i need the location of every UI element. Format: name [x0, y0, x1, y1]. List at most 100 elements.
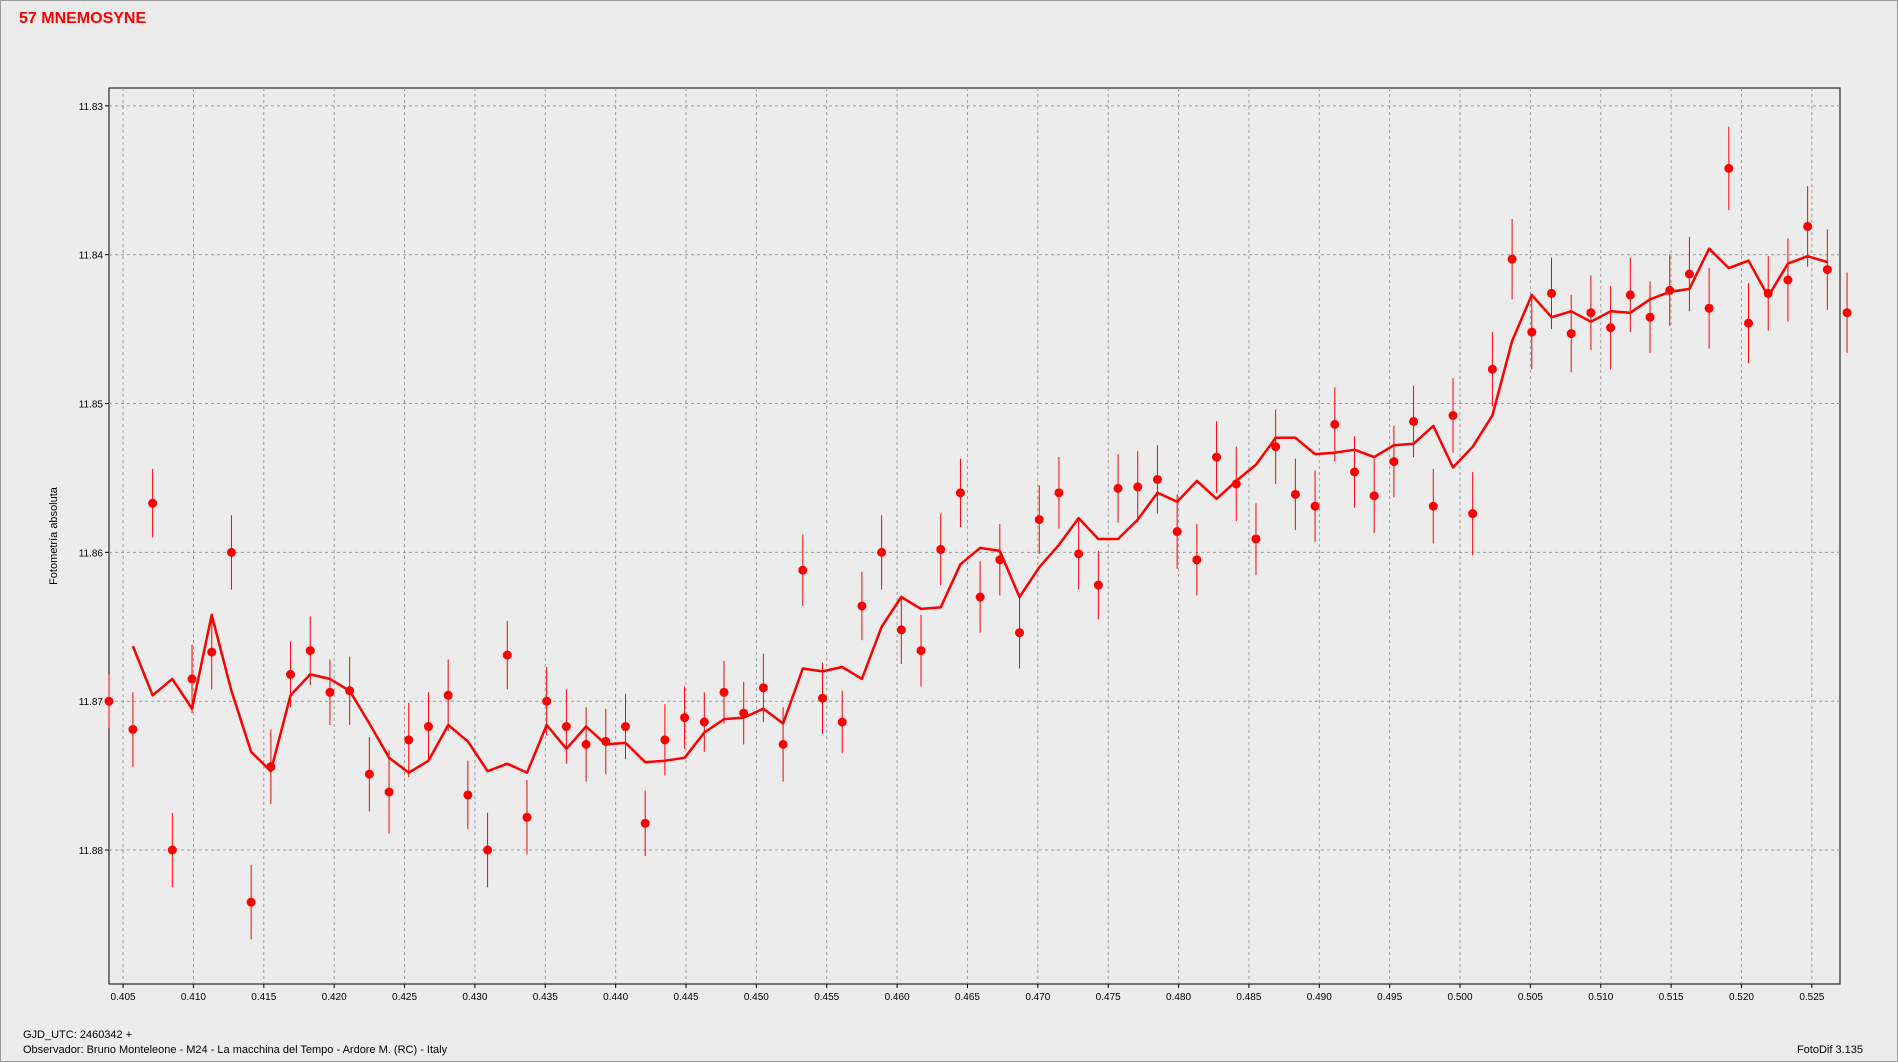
data-point [443, 690, 453, 700]
y-axis-label: Fotometría absoluta [48, 486, 60, 585]
data-point [1684, 269, 1694, 279]
series [104, 126, 1852, 940]
x-tick-label: 0.515 [1659, 992, 1684, 1003]
page-title: 57 MNEMOSYNE [19, 10, 147, 27]
x-tick-label: 0.410 [181, 992, 206, 1003]
y-axis-ticks: 11.83 11.84 11.85 11.86 11.87 11.88 [79, 102, 109, 857]
data-point [1487, 364, 1497, 374]
x-tick-label: 0.430 [462, 992, 487, 1003]
data-point [1152, 474, 1162, 484]
data-point [364, 769, 374, 779]
data-point [1665, 285, 1675, 295]
data-point [975, 592, 985, 602]
x-tick-label: 0.465 [955, 992, 980, 1003]
data-point [818, 693, 828, 703]
data-point [1409, 416, 1419, 426]
data-point [187, 674, 197, 684]
data-point [1015, 628, 1025, 638]
data-point [758, 683, 768, 693]
data-point [1192, 555, 1202, 565]
smoothed-series-line [131, 247, 1828, 774]
data-point [1113, 483, 1123, 493]
data-point [1744, 318, 1754, 328]
software-version: FotoDif 3.135 [1796, 1044, 1863, 1056]
data-point [1724, 163, 1734, 173]
data-point [620, 722, 630, 732]
data-point [1389, 457, 1399, 467]
data-point [561, 722, 571, 732]
x-tick-label: 0.460 [885, 992, 910, 1003]
y-tick-label: 11.86 [79, 548, 104, 559]
data-point [1212, 452, 1222, 462]
data-point [699, 717, 709, 727]
data-point [1330, 419, 1340, 429]
data-point [936, 544, 946, 554]
data-point [1645, 312, 1655, 322]
data-point [226, 547, 236, 557]
data-point [680, 713, 690, 723]
data-point [423, 722, 433, 732]
data-point [1783, 275, 1793, 285]
data-point [1704, 303, 1714, 313]
data-point [542, 696, 552, 706]
data-point [1172, 527, 1182, 537]
data-point [1625, 290, 1635, 300]
data-point [1290, 489, 1300, 499]
data-point [640, 818, 650, 828]
y-tick-label: 11.85 [79, 400, 104, 411]
data-point [1507, 254, 1517, 264]
data-point [739, 708, 749, 718]
data-point [916, 646, 926, 656]
data-point [522, 812, 532, 822]
data-point [1763, 288, 1773, 298]
y-tick-label: 11.88 [79, 846, 104, 857]
data-point [1527, 327, 1537, 337]
y-tick-label: 11.84 [79, 251, 104, 262]
data-point [345, 686, 355, 696]
data-point [1468, 509, 1478, 519]
data-point [1369, 491, 1379, 501]
data-point [1310, 501, 1320, 511]
data-point [955, 488, 965, 498]
data-point [877, 547, 887, 557]
data-point [1842, 308, 1852, 318]
x-tick-label: 0.525 [1799, 992, 1824, 1003]
x-tick-label: 0.495 [1377, 992, 1402, 1003]
data-point [1074, 549, 1084, 559]
data-point [719, 687, 729, 697]
data-point [837, 717, 847, 727]
data-point [1093, 580, 1103, 590]
x-tick-label: 0.475 [1096, 992, 1121, 1003]
data-point [502, 650, 512, 660]
x-tick-label: 0.405 [111, 992, 136, 1003]
x-tick-label: 0.520 [1729, 992, 1754, 1003]
data-point [1133, 482, 1143, 492]
data-point [1803, 221, 1813, 231]
data-point [660, 735, 670, 745]
grid [109, 88, 1840, 984]
data-point [1822, 265, 1832, 275]
x-tick-label: 0.450 [744, 992, 769, 1003]
data-point [1349, 467, 1359, 477]
data-point [246, 897, 256, 907]
data-point [581, 739, 591, 749]
data-point [384, 787, 394, 797]
x-tick-label: 0.510 [1588, 992, 1613, 1003]
data-point [1547, 288, 1556, 298]
data-point [207, 647, 217, 657]
y-tick-label: 11.87 [79, 697, 104, 708]
x-tick-label: 0.415 [251, 992, 276, 1003]
x-tick-label: 0.490 [1307, 992, 1332, 1003]
x-tick-label: 0.445 [673, 992, 698, 1003]
x-tick-label: 0.500 [1448, 992, 1473, 1003]
data-point [463, 790, 473, 800]
x-axis-ticks: 0.405 0.410 0.415 0.420 0.425 0.430 0.435 0.440… [111, 984, 1825, 1003]
data-point [104, 696, 114, 706]
data-point [325, 687, 335, 697]
x-tick-label: 0.440 [603, 992, 628, 1003]
y-tick-label: 11.83 [79, 102, 104, 113]
data-point [483, 845, 493, 855]
x-tick-label: 0.470 [1025, 992, 1050, 1003]
